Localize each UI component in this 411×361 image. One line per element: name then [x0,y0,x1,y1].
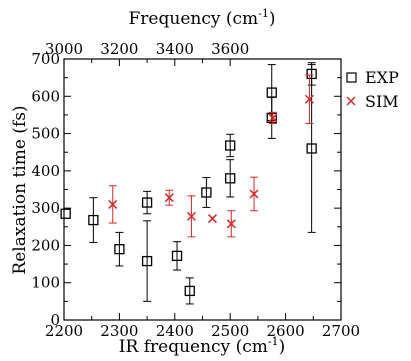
exp-point [141,255,153,267]
top-tick-label: 3000 [45,40,83,58]
exp-point [60,208,71,219]
x-tick-label: 2300 [100,322,138,340]
x-tick-label: 2500 [211,322,249,340]
exp-point [88,214,99,226]
legend-exp: EXP [346,68,399,87]
exp-point [266,112,277,124]
sim-point [226,219,236,229]
x-axis-title-sup: -1 [268,335,279,348]
sim-point [108,199,118,209]
marks [60,62,317,305]
legend-exp-label: EXP [365,68,399,87]
legend-exp-marker [346,72,357,83]
x-tick-label: 2200 [45,322,83,340]
y-tick-label: 400 [31,162,60,180]
top-axis-title-sup: -1 [258,7,269,20]
legend-sim-label: SIM [365,92,399,111]
y-tick-label: 600 [31,87,60,105]
x-tick-label: 2400 [156,322,194,340]
sim-point [249,189,259,199]
exp-point [225,173,236,184]
y-tick-label: 0 [50,311,60,329]
x-axis-title: IR frequency (cm-1) [119,335,285,357]
x-tick-label: 2700 [322,322,360,340]
sim-point [164,193,174,203]
legend: EXP SIM [346,68,399,111]
sim-point [207,214,218,224]
exp-point [306,143,317,154]
exp-point [141,197,153,208]
top-tick-label: 3600 [211,40,249,58]
y-tick-label: 500 [31,125,60,143]
x-tick-label: 2600 [267,322,305,340]
sim-point [186,211,196,221]
ticks: 2200 2300 2400 2500 2600 2700 0 100 200 300 400 500… [31,40,360,340]
exp-point [225,140,236,151]
legend-sim: SIM [346,92,399,111]
top-axis-title: Frequency (cm-1) [129,7,276,29]
exp-point [201,187,212,198]
y-axis-title: Relaxation time (fs) [10,105,30,274]
exp-point [171,250,183,262]
y-tick-label: 200 [31,236,60,254]
sim-point [304,94,314,104]
exp-point [184,285,195,297]
top-tick-label: 3200 [100,40,138,58]
y-tick-label: 700 [31,50,60,68]
sim-point [268,113,278,123]
top-tick-label: 3400 [156,40,194,58]
y-tick-label: 100 [31,274,60,292]
exp-point [114,244,125,255]
y-tick-label: 300 [31,199,60,217]
legend-sim-marker [346,96,356,106]
